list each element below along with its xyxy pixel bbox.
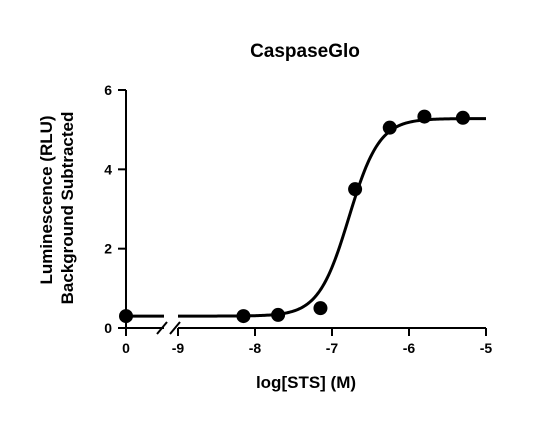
chart-title: CaspaseGlo: [250, 41, 360, 62]
control-data-point: [119, 309, 133, 324]
x-axis-title: log[STS] (M): [256, 373, 356, 392]
x-tick-label-control: 0: [122, 340, 130, 356]
x-tick-label-3: -6: [403, 340, 416, 356]
y-tick-label-2: 4: [104, 161, 112, 177]
data-point-4: [382, 120, 397, 135]
y-tick-label-1: 2: [104, 241, 112, 257]
y-axis-title-line-1: Luminescence (RLU): [37, 115, 56, 284]
axis-break-mark-right: [169, 321, 181, 335]
y-tick-label-0: 0: [104, 320, 112, 336]
data-point-6: [455, 110, 470, 125]
data-point-2: [313, 301, 328, 316]
x-tick-label-1: -8: [249, 340, 262, 356]
y-axis-title-line-2: Background Subtracted: [58, 112, 77, 305]
axis-break-mark-left: [156, 321, 168, 335]
fit-curve: [178, 117, 487, 318]
fit-lines: [126, 117, 487, 318]
data-point-1: [271, 307, 286, 322]
data-point-0: [236, 309, 251, 324]
y-axis-title: Luminescence (RLU) Background Subtracted: [37, 112, 77, 305]
data-point-3: [348, 182, 363, 197]
data-point-5: [417, 109, 432, 124]
axis-break-marks: [156, 321, 181, 335]
x-ticks: -9 -8 -7 -6 -5: [172, 328, 493, 356]
x-tick-label-2: -7: [326, 340, 339, 356]
data-points: [119, 109, 470, 324]
y-tick-label-3: 6: [104, 82, 112, 98]
y-ticks: 0 2 4 6: [104, 82, 126, 336]
x-axis: 0 -9 -8 -7 -6 -5: [122, 321, 493, 356]
y-axis: 0 2 4 6: [104, 82, 127, 336]
x-tick-label-4: -5: [480, 340, 493, 356]
x-tick-label-0: -9: [172, 340, 185, 356]
